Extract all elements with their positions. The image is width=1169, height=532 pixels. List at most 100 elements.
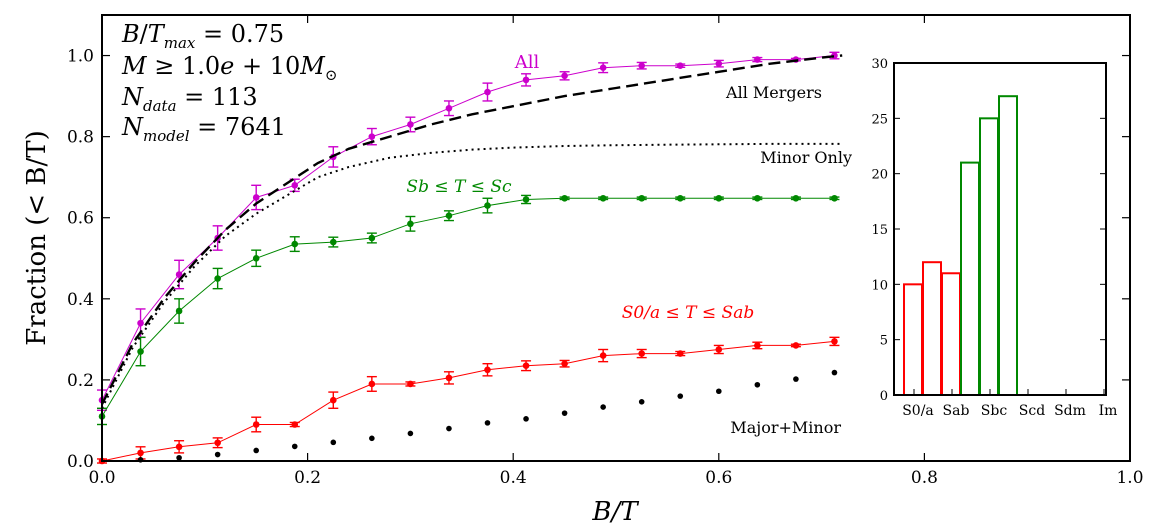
- series-0-point: [175, 271, 183, 278]
- series-3-point: [523, 416, 529, 422]
- main-series-layer: [97, 51, 843, 465]
- series-1-point: [445, 212, 453, 219]
- series-0-point: [676, 62, 684, 69]
- series-2-point: [792, 342, 800, 349]
- series-1-point: [175, 307, 183, 315]
- series-3-point: [214, 451, 221, 458]
- label-sb-sc: Sb ≤ T ≤ Sc: [406, 177, 512, 197]
- x-tick-label: 1.0: [1116, 468, 1143, 488]
- inset-y-tick-label: 20: [871, 168, 888, 183]
- series-2-point: [638, 350, 645, 357]
- x-tick-label: 0.2: [294, 468, 321, 488]
- inset-x-tick-label: Im: [1099, 403, 1118, 419]
- inset-y-tick-label: 15: [871, 223, 888, 238]
- series-1-point: [252, 254, 260, 262]
- series-3-point: [407, 430, 414, 437]
- series-3-point: [561, 410, 568, 416]
- series-2-line: [101, 340, 835, 462]
- series-2-point: [407, 380, 414, 388]
- series-2-point: [175, 443, 183, 451]
- inset-y-tick-label: 0: [880, 389, 888, 404]
- label-s0a-sab: S0/a ≤ T ≤ Sab: [622, 303, 754, 323]
- series-0-point: [137, 319, 144, 327]
- series-2-point: [330, 396, 337, 404]
- series-0-point: [754, 56, 761, 63]
- x-axis-label: B/T: [591, 497, 639, 527]
- series-1-point: [676, 194, 684, 202]
- series-3-point: [600, 404, 606, 410]
- series-3-point: [831, 369, 838, 376]
- series-2-point: [599, 352, 607, 359]
- y-axis-label: Fraction (< B/T): [22, 130, 52, 346]
- series-0-point: [291, 181, 299, 189]
- label-all-mergers: All Mergers: [725, 83, 822, 102]
- series-1-point: [214, 275, 221, 282]
- series-3-point: [446, 425, 452, 432]
- series-3-point: [369, 435, 375, 442]
- series-1-point: [599, 194, 607, 202]
- series-0-point: [561, 72, 568, 80]
- series-0-point: [599, 64, 607, 72]
- info-ndata: Ndata = 113: [121, 83, 258, 115]
- series-2-point: [214, 439, 221, 447]
- label-major-minor: Major+Minor: [730, 418, 841, 437]
- y-tick-label: 1.0: [67, 47, 94, 67]
- series-1-point: [407, 220, 414, 228]
- x-tick-label: 0.8: [911, 468, 938, 488]
- series-1-point: [291, 240, 299, 248]
- x-tick-label: 0.0: [88, 468, 115, 488]
- series-1-point: [330, 238, 337, 246]
- series-3-point: [291, 443, 298, 450]
- inset-y-tick-label: 5: [880, 334, 888, 349]
- series-3-point: [793, 376, 799, 382]
- series-2-point: [484, 366, 491, 374]
- inset-y-tick-label: 10: [871, 278, 888, 293]
- y-tick-label: 0.0: [67, 452, 94, 472]
- series-2-point: [252, 421, 260, 428]
- inset-x-tick-label: Scd: [1019, 403, 1045, 419]
- series-2-point: [715, 346, 723, 353]
- series-3-point: [176, 454, 182, 461]
- series-1-point: [792, 194, 800, 202]
- x-tick-label: 0.6: [705, 468, 732, 488]
- series-3-point: [638, 399, 645, 405]
- info-bt-max: B/Tmax = 0.75: [121, 20, 284, 52]
- series-1-point: [484, 202, 491, 209]
- series-2-point: [137, 449, 144, 457]
- info-nmodel: Nmodel = 7641: [121, 113, 286, 145]
- main-axis-ticks: 0.0 0.2 0.4 0.6 0.8 1.0 0.0 0.2 0.4 0.6 0.8 1.0: [67, 15, 1144, 488]
- inset-frame: [893, 62, 1107, 396]
- series-1-point: [137, 348, 144, 355]
- series-1-point: [754, 194, 761, 202]
- info-mass: M ≥ 1.0e + 10M⊙: [121, 52, 337, 84]
- series-1-point: [368, 234, 376, 242]
- x-tick-label: 0.4: [500, 468, 527, 488]
- series-0-point: [407, 121, 414, 128]
- series-3-point: [253, 447, 259, 454]
- inset-y-tick-label: 25: [871, 112, 888, 127]
- inset-x-tick-label: Sbc: [981, 403, 1008, 419]
- series-1-point: [831, 194, 838, 202]
- series-1-point: [522, 196, 530, 203]
- series-0-point: [368, 133, 376, 140]
- series-2-point: [368, 380, 376, 388]
- inset-axis-ticks: 0 5 10 15 20 25 30 S0/a Sab Sbc Scd Sdm Im: [871, 57, 1117, 419]
- inset-x-tick-label: S0/a: [902, 403, 934, 419]
- series-3-point: [677, 393, 684, 399]
- inset-x-tick-label: Sab: [943, 403, 970, 419]
- series-0-point: [252, 194, 260, 201]
- series-3-point: [330, 439, 337, 446]
- series-0-point: [522, 76, 530, 84]
- y-tick-label: 0.2: [67, 371, 94, 391]
- series-2-point: [561, 360, 568, 367]
- series-0-point: [445, 104, 453, 112]
- series-3-point: [716, 388, 722, 395]
- y-tick-label: 0.6: [67, 209, 94, 229]
- series-0-point: [715, 60, 723, 67]
- series-2-point: [676, 350, 684, 357]
- series-2-point: [522, 362, 530, 370]
- inset-x-tick-label: Sdm: [1054, 403, 1086, 419]
- series-2-point: [445, 374, 453, 382]
- series-2-point: [754, 342, 761, 349]
